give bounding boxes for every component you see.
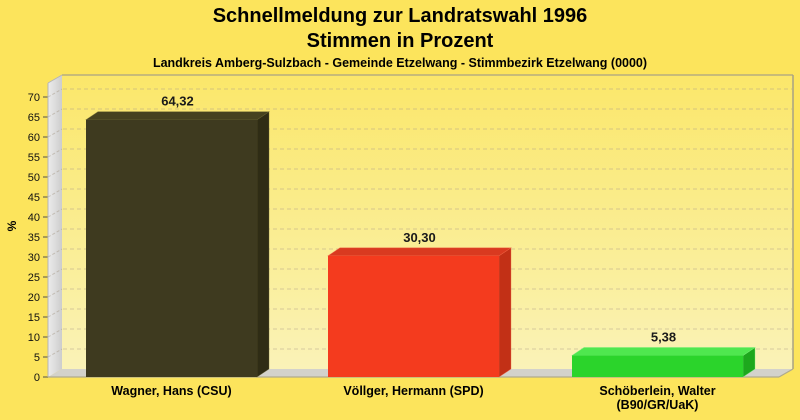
gridline-wall-segment: [47, 88, 63, 98]
gridline-wall-segment: [47, 188, 63, 198]
chart-left-wall: [48, 75, 62, 377]
y-tick-label: 30: [28, 252, 40, 264]
y-tick-label: 5: [34, 352, 40, 364]
bar-top-face: [85, 111, 270, 121]
y-tick-label: 65: [28, 112, 40, 124]
x-category-label: Völlger, Hermann (SPD): [343, 384, 483, 398]
bar-value-label: 64,32: [161, 94, 194, 109]
bar-top-face: [571, 347, 756, 356]
bar-front-face: [572, 355, 743, 377]
bar-side-face: [498, 247, 512, 378]
y-tick-label: 10: [28, 332, 40, 344]
chart-subtitle: Landkreis Amberg-Sulzbach - Gemeinde Etz…: [152, 56, 648, 70]
y-axis-ticks: 0 5 10 15 20 25 30 35 40 45 50 55 60 65 70: [28, 92, 48, 384]
bar-side-face: [256, 111, 270, 378]
bar: [571, 346, 756, 378]
gridline-wall-segment: [47, 288, 63, 298]
x-category-label: Schöberlein, Walter (B90/GR/UaK): [599, 384, 715, 412]
y-tick-label: 40: [28, 212, 40, 224]
y-tick-label: 15: [28, 312, 40, 324]
gridline-wall-segment: [47, 328, 63, 338]
bar-front-face: [328, 255, 499, 377]
bar: [327, 247, 512, 378]
y-tick-label: 60: [28, 132, 40, 144]
gridline-wall-segment: [47, 148, 63, 158]
bar-value-label: 30,30: [403, 230, 436, 245]
y-tick-label: 35: [28, 232, 40, 244]
bar-top-face: [327, 247, 512, 257]
bar-value-label: 5,38: [651, 329, 676, 344]
y-tick-label: 20: [28, 292, 40, 304]
gridline-wall-segment: [47, 308, 63, 318]
gridline-wall-segment: [47, 268, 63, 278]
x-category-label: Wagner, Hans (CSU): [111, 384, 231, 398]
y-tick-label: 0: [34, 372, 40, 384]
gridline-wall-segment: [47, 348, 63, 358]
y-tick-label: 70: [28, 92, 40, 104]
chart-header: Schnellmeldung zur Landratswahl 1996 Sti…: [0, 0, 800, 72]
gridline-wall-segment: [47, 168, 63, 178]
gridline-wall-segment: [47, 248, 63, 258]
gridline-wall-segment: [47, 228, 63, 238]
floor-corner-edge: [778, 368, 794, 378]
y-tick-label: 55: [28, 152, 40, 164]
y-tick-label: 25: [28, 272, 40, 284]
y-tick-label: 50: [28, 172, 40, 184]
bar: [85, 111, 270, 378]
y-tick-label: 45: [28, 192, 40, 204]
chart-title-line1: Schnellmeldung zur Landratswahl 1996: [212, 5, 588, 27]
y-axis-title: %: [5, 220, 19, 231]
gridline-wall-segment: [47, 208, 63, 218]
gridline-wall-segment: [47, 108, 63, 118]
gridline-wall-segment: [47, 128, 63, 138]
chart-title-line2: Stimmen in Prozent: [306, 30, 494, 52]
bar-front-face: [86, 119, 257, 377]
wall-top-edge: [47, 74, 63, 84]
